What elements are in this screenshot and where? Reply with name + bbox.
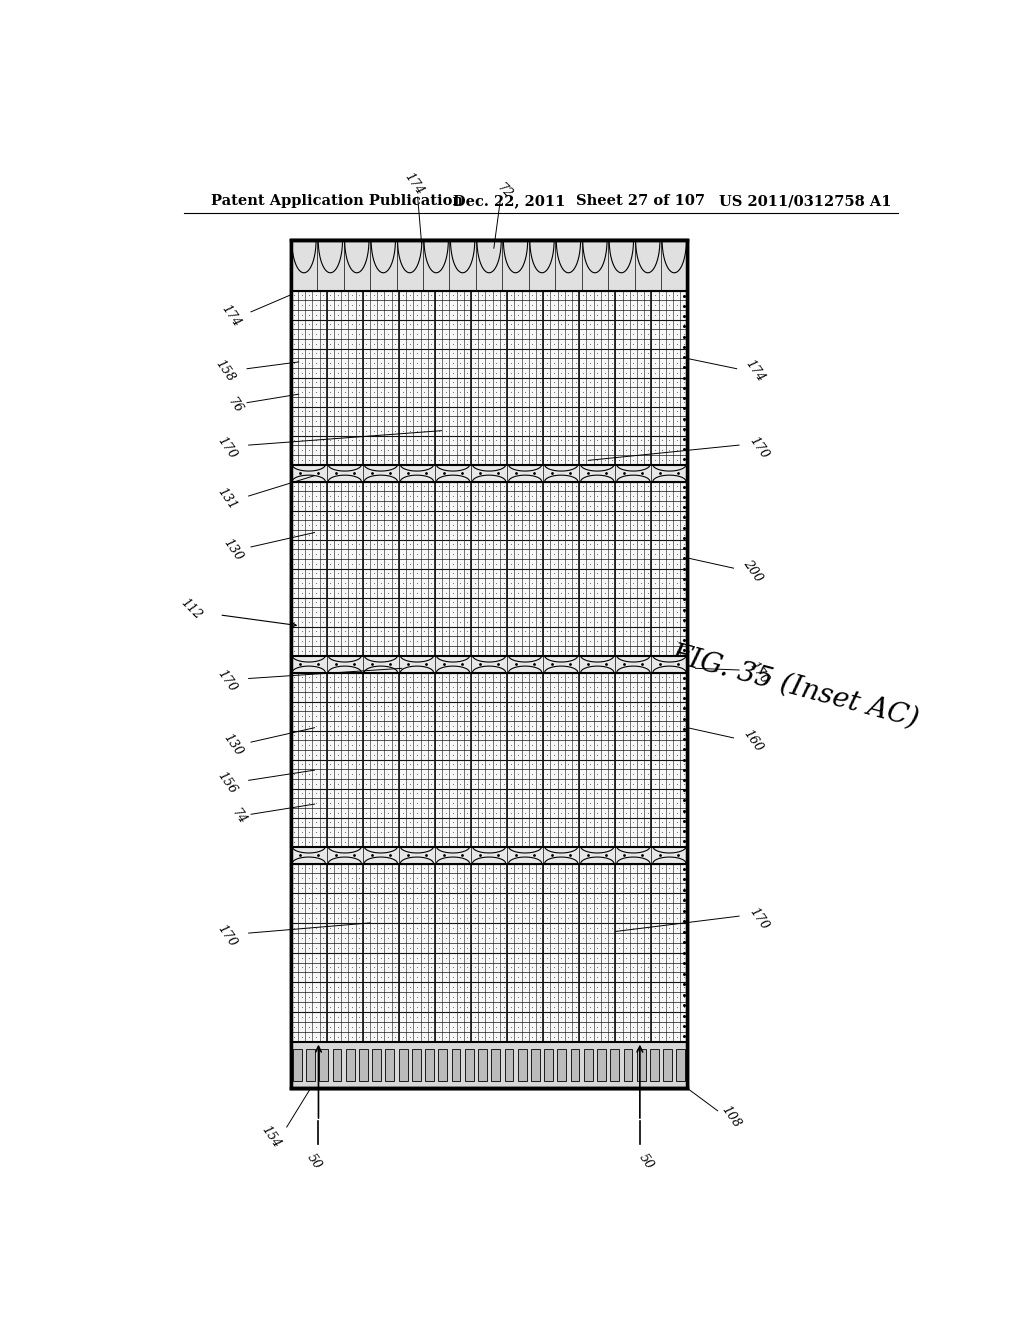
Text: 112: 112 — [178, 595, 205, 622]
Bar — [664, 1048, 672, 1081]
Text: 154: 154 — [259, 1123, 283, 1151]
Text: 130: 130 — [220, 731, 245, 758]
Bar — [584, 1048, 593, 1081]
Bar — [637, 1048, 645, 1081]
Bar — [333, 1048, 341, 1081]
Text: 76: 76 — [225, 395, 245, 416]
Bar — [291, 482, 687, 656]
Bar — [291, 673, 687, 846]
Bar — [597, 1048, 606, 1081]
Bar — [373, 1048, 381, 1081]
Text: 170: 170 — [746, 659, 771, 686]
Bar — [359, 1048, 368, 1081]
Bar — [291, 1041, 687, 1089]
Bar — [291, 240, 687, 290]
Text: 174: 174 — [219, 302, 244, 330]
Text: Patent Application Publication: Patent Application Publication — [211, 194, 463, 209]
Bar — [291, 846, 687, 863]
Bar — [291, 240, 687, 1089]
Bar — [478, 1048, 486, 1081]
Bar — [398, 1048, 408, 1081]
Bar — [291, 465, 687, 482]
Text: Dec. 22, 2011: Dec. 22, 2011 — [454, 194, 565, 209]
Text: 170: 170 — [746, 906, 771, 932]
Text: 170: 170 — [215, 923, 240, 949]
Text: 174: 174 — [742, 358, 767, 385]
Bar — [677, 1048, 685, 1081]
Bar — [306, 1048, 315, 1081]
Bar — [610, 1048, 620, 1081]
Bar — [505, 1048, 513, 1081]
Bar — [293, 1048, 302, 1081]
Bar — [544, 1048, 553, 1081]
Text: FIG. 35 (Inset AC): FIG. 35 (Inset AC) — [668, 640, 922, 733]
Bar — [452, 1048, 461, 1081]
Bar — [624, 1048, 633, 1081]
Text: 200: 200 — [740, 557, 765, 585]
Bar — [346, 1048, 354, 1081]
Bar — [557, 1048, 566, 1081]
Bar — [385, 1048, 394, 1081]
Text: 50: 50 — [636, 1151, 656, 1172]
Text: 170: 170 — [215, 434, 240, 461]
Text: 170: 170 — [215, 668, 240, 694]
Text: 174: 174 — [401, 170, 426, 198]
Text: 74: 74 — [229, 807, 249, 828]
Bar — [438, 1048, 447, 1081]
Bar — [465, 1048, 474, 1081]
Bar — [518, 1048, 526, 1081]
Text: 50: 50 — [304, 1151, 325, 1172]
Bar — [570, 1048, 580, 1081]
Bar — [319, 1048, 328, 1081]
Bar — [291, 240, 687, 1089]
Text: Sheet 27 of 107: Sheet 27 of 107 — [577, 194, 706, 209]
Text: 170: 170 — [746, 434, 771, 461]
Text: 108: 108 — [719, 1104, 743, 1130]
Bar — [425, 1048, 434, 1081]
Bar — [291, 863, 687, 1041]
Text: 156: 156 — [215, 770, 240, 796]
Text: US 2011/0312758 A1: US 2011/0312758 A1 — [719, 194, 892, 209]
Text: 160: 160 — [740, 727, 765, 754]
Bar — [291, 290, 687, 465]
Text: 130: 130 — [220, 536, 245, 564]
Bar — [650, 1048, 658, 1081]
Bar — [492, 1048, 500, 1081]
Bar — [412, 1048, 421, 1081]
Bar — [291, 656, 687, 673]
Text: 131: 131 — [215, 484, 240, 512]
Text: 72: 72 — [495, 181, 515, 201]
Bar — [531, 1048, 540, 1081]
Text: 158: 158 — [213, 358, 237, 385]
